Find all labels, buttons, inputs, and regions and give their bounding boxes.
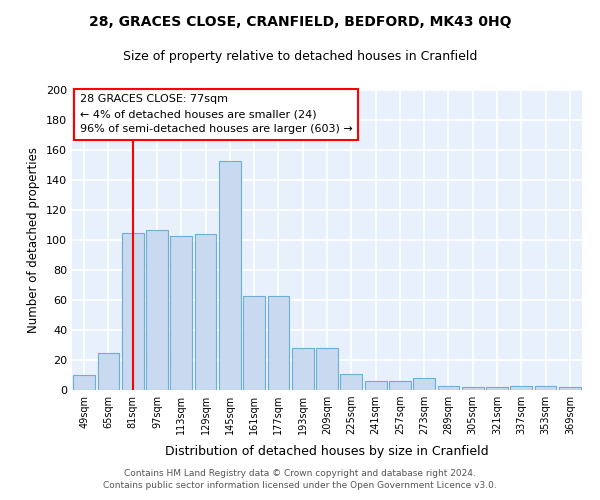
Bar xyxy=(365,381,386,390)
Bar xyxy=(243,296,265,390)
Bar xyxy=(486,387,508,390)
Bar xyxy=(437,386,460,390)
Bar xyxy=(97,352,119,390)
Text: Size of property relative to detached houses in Cranfield: Size of property relative to detached ho… xyxy=(123,50,477,63)
Bar xyxy=(122,232,143,390)
Bar xyxy=(316,348,338,390)
Bar xyxy=(389,381,411,390)
Bar xyxy=(511,386,532,390)
Y-axis label: Number of detached properties: Number of detached properties xyxy=(28,147,40,333)
Bar xyxy=(146,230,168,390)
X-axis label: Distribution of detached houses by size in Cranfield: Distribution of detached houses by size … xyxy=(165,446,489,458)
Bar xyxy=(340,374,362,390)
Text: Contains HM Land Registry data © Crown copyright and database right 2024.: Contains HM Land Registry data © Crown c… xyxy=(124,468,476,477)
Bar xyxy=(268,296,289,390)
Bar xyxy=(194,234,217,390)
Bar xyxy=(413,378,435,390)
Bar xyxy=(462,387,484,390)
Text: 28, GRACES CLOSE, CRANFIELD, BEDFORD, MK43 0HQ: 28, GRACES CLOSE, CRANFIELD, BEDFORD, MK… xyxy=(89,15,511,29)
Text: Contains public sector information licensed under the Open Government Licence v3: Contains public sector information licen… xyxy=(103,481,497,490)
Bar xyxy=(292,348,314,390)
Bar xyxy=(170,236,192,390)
Bar xyxy=(535,386,556,390)
Bar xyxy=(559,387,581,390)
Text: 28 GRACES CLOSE: 77sqm
← 4% of detached houses are smaller (24)
96% of semi-deta: 28 GRACES CLOSE: 77sqm ← 4% of detached … xyxy=(80,94,352,134)
Bar xyxy=(219,160,241,390)
Bar xyxy=(73,375,95,390)
